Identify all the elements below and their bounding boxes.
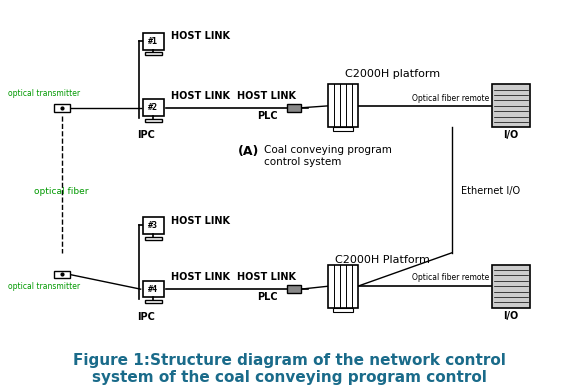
Bar <box>287 104 300 112</box>
Text: PLC: PLC <box>257 111 277 121</box>
Bar <box>333 127 353 131</box>
Text: Optical fiber remote: Optical fiber remote <box>412 273 489 282</box>
Bar <box>328 265 358 308</box>
Text: Figure 1:Structure diagram of the network control
system of the coal conveying p: Figure 1:Structure diagram of the networ… <box>73 353 506 385</box>
Text: HOST LINK: HOST LINK <box>237 91 296 101</box>
Bar <box>328 84 358 127</box>
Text: HOST LINK: HOST LINK <box>171 91 231 101</box>
Bar <box>54 104 70 112</box>
Bar <box>145 119 162 122</box>
Text: C2000H Platform: C2000H Platform <box>335 255 430 265</box>
Text: HOST LINK: HOST LINK <box>171 31 231 41</box>
Bar <box>142 281 164 298</box>
Bar <box>492 84 530 127</box>
Text: IPC: IPC <box>137 312 154 321</box>
Text: IPC: IPC <box>137 130 154 140</box>
Text: I/O: I/O <box>503 310 518 321</box>
Text: #3: #3 <box>149 221 158 230</box>
Text: HOST LINK: HOST LINK <box>171 272 231 282</box>
Bar <box>142 217 164 234</box>
Text: HOST LINK: HOST LINK <box>237 272 296 282</box>
Text: I/O: I/O <box>503 130 518 140</box>
Text: #1: #1 <box>149 37 158 46</box>
Bar <box>333 308 353 312</box>
Text: Ethernet I/O: Ethernet I/O <box>462 186 521 196</box>
Text: #4: #4 <box>149 285 158 294</box>
Text: PLC: PLC <box>257 292 277 302</box>
Bar <box>145 300 162 303</box>
Text: Optical fiber remote: Optical fiber remote <box>412 94 489 103</box>
Bar <box>145 237 162 240</box>
Bar <box>492 265 530 308</box>
Text: optical transmitter: optical transmitter <box>8 89 80 98</box>
Text: #2: #2 <box>149 103 158 113</box>
Text: optical fiber: optical fiber <box>34 187 89 196</box>
Text: HOST LINK: HOST LINK <box>171 216 231 225</box>
Text: C2000H platform: C2000H platform <box>345 69 440 78</box>
Bar <box>142 100 164 116</box>
Bar <box>145 53 162 55</box>
Text: optical transmitter: optical transmitter <box>8 282 80 291</box>
Text: Coal conveying program
control system: Coal conveying program control system <box>264 145 392 167</box>
Bar <box>142 33 164 49</box>
Text: (A): (A) <box>238 145 259 158</box>
Bar <box>287 285 300 293</box>
Bar <box>54 270 70 278</box>
